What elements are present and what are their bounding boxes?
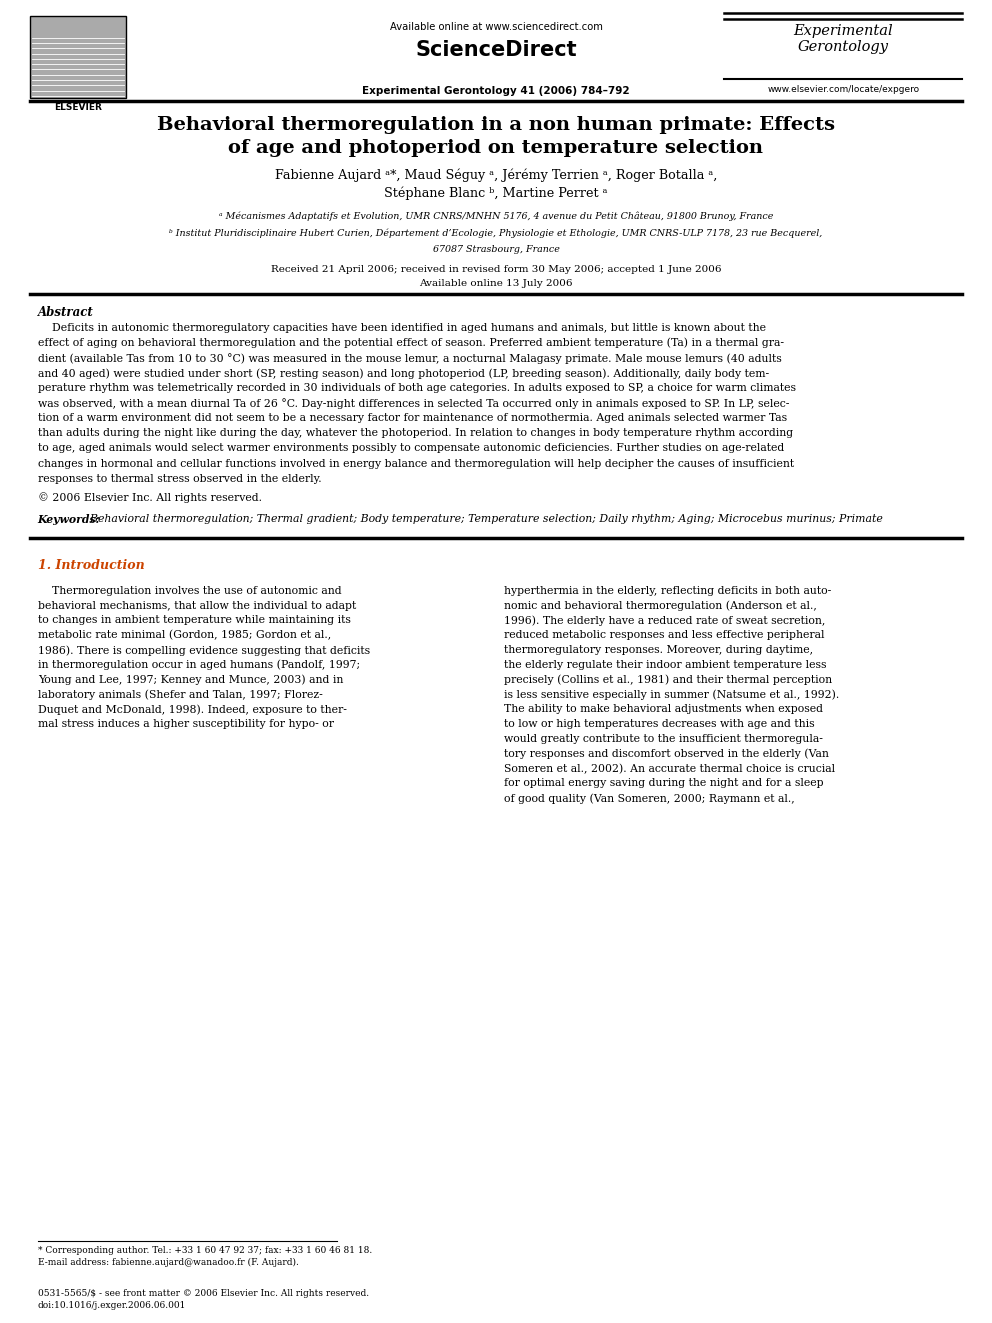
Text: would greatly contribute to the insufficient thermoregula-: would greatly contribute to the insuffic… (504, 734, 822, 744)
Text: to low or high temperatures decreases with age and this: to low or high temperatures decreases wi… (504, 720, 814, 729)
Text: tion of a warm environment did not seem to be a necessary factor for maintenance: tion of a warm environment did not seem … (38, 413, 787, 423)
Text: Thermoregulation involves the use of autonomic and: Thermoregulation involves the use of aut… (38, 586, 341, 595)
Text: to changes in ambient temperature while maintaining its: to changes in ambient temperature while … (38, 615, 350, 626)
Text: 1986). There is compelling evidence suggesting that deficits: 1986). There is compelling evidence sugg… (38, 646, 370, 656)
Text: responses to thermal stress observed in the elderly.: responses to thermal stress observed in … (38, 474, 321, 484)
Text: Available online at www.sciencedirect.com: Available online at www.sciencedirect.co… (390, 22, 602, 33)
Text: doi:10.1016/j.exger.2006.06.001: doi:10.1016/j.exger.2006.06.001 (38, 1301, 186, 1310)
Text: Behavioral thermoregulation; Thermal gradient; Body temperature; Temperature sel: Behavioral thermoregulation; Thermal gra… (83, 515, 883, 524)
Text: dient (available Tas from 10 to 30 °C) was measured in the mouse lemur, a noctur: dient (available Tas from 10 to 30 °C) w… (38, 353, 782, 364)
Text: tory responses and discomfort observed in the elderly (Van: tory responses and discomfort observed i… (504, 749, 828, 759)
Text: behavioral mechanisms, that allow the individual to adapt: behavioral mechanisms, that allow the in… (38, 601, 356, 611)
Text: of age and photoperiod on temperature selection: of age and photoperiod on temperature se… (228, 139, 764, 157)
Text: laboratory animals (Shefer and Talan, 1997; Florez-: laboratory animals (Shefer and Talan, 19… (38, 689, 322, 700)
Text: ScienceDirect: ScienceDirect (416, 40, 576, 60)
Text: of good quality (Van Someren, 2000; Raymann et al.,: of good quality (Van Someren, 2000; Raym… (504, 794, 795, 804)
Text: Deficits in autonomic thermoregulatory capacities have been identified in aged h: Deficits in autonomic thermoregulatory c… (38, 323, 766, 333)
Text: nomic and behavioral thermoregulation (Anderson et al.,: nomic and behavioral thermoregulation (A… (504, 601, 816, 611)
Text: and 40 aged) were studied under short (SP, resting season) and long photoperiod : and 40 aged) were studied under short (S… (38, 368, 769, 378)
Text: metabolic rate minimal (Gordon, 1985; Gordon et al.,: metabolic rate minimal (Gordon, 1985; Go… (38, 630, 331, 640)
Text: thermoregulatory responses. Moreover, during daytime,: thermoregulatory responses. Moreover, du… (504, 646, 813, 655)
Text: Received 21 April 2006; received in revised form 30 May 2006; accepted 1 June 20: Received 21 April 2006; received in revi… (271, 265, 721, 274)
Text: for optimal energy saving during the night and for a sleep: for optimal energy saving during the nig… (504, 778, 823, 789)
Text: Experimental
Gerontology: Experimental Gerontology (794, 24, 893, 54)
Text: Someren et al., 2002). An accurate thermal choice is crucial: Someren et al., 2002). An accurate therm… (504, 763, 835, 774)
Text: © 2006 Elsevier Inc. All rights reserved.: © 2006 Elsevier Inc. All rights reserved… (38, 492, 262, 504)
Text: perature rhythm was telemetrically recorded in 30 individuals of both age catego: perature rhythm was telemetrically recor… (38, 384, 796, 393)
Text: Experimental Gerontology 41 (2006) 784–792: Experimental Gerontology 41 (2006) 784–7… (362, 86, 630, 97)
Text: Stéphane Blanc ᵇ, Martine Perret ᵃ: Stéphane Blanc ᵇ, Martine Perret ᵃ (384, 187, 608, 200)
Text: Keywords:: Keywords: (38, 515, 100, 525)
Text: Available online 13 July 2006: Available online 13 July 2006 (420, 279, 572, 288)
Text: reduced metabolic responses and less effective peripheral: reduced metabolic responses and less eff… (504, 630, 824, 640)
Text: ᵃ Mécanismes Adaptatifs et Evolution, UMR CNRS/MNHN 5176, 4 avenue du Petit Chât: ᵃ Mécanismes Adaptatifs et Evolution, UM… (219, 212, 773, 221)
Text: to age, aged animals would select warmer environments possibly to compensate aut: to age, aged animals would select warmer… (38, 443, 784, 454)
Text: 1. Introduction: 1. Introduction (38, 560, 145, 573)
Text: Duquet and McDonald, 1998). Indeed, exposure to ther-: Duquet and McDonald, 1998). Indeed, expo… (38, 704, 346, 714)
Text: hyperthermia in the elderly, reflecting deficits in both auto-: hyperthermia in the elderly, reflecting … (504, 586, 831, 595)
Text: in thermoregulation occur in aged humans (Pandolf, 1997;: in thermoregulation occur in aged humans… (38, 660, 360, 671)
Text: was observed, with a mean diurnal Ta of 26 °C. Day-night differences in selected: was observed, with a mean diurnal Ta of … (38, 398, 789, 409)
Text: the elderly regulate their indoor ambient temperature less: the elderly regulate their indoor ambien… (504, 660, 826, 669)
Text: Young and Lee, 1997; Kenney and Munce, 2003) and in: Young and Lee, 1997; Kenney and Munce, 2… (38, 675, 343, 685)
Text: effect of aging on behavioral thermoregulation and the potential effect of seaso: effect of aging on behavioral thermoregu… (38, 337, 784, 348)
Text: mal stress induces a higher susceptibility for hypo- or: mal stress induces a higher susceptibili… (38, 720, 333, 729)
Text: ᵇ Institut Pluridisciplinaire Hubert Curien, Département d’Ecologie, Physiologie: ᵇ Institut Pluridisciplinaire Hubert Cur… (170, 229, 822, 238)
Text: 0531-5565/$ - see front matter © 2006 Elsevier Inc. All rights reserved.: 0531-5565/$ - see front matter © 2006 El… (38, 1289, 369, 1298)
Text: is less sensitive especially in summer (Natsume et al., 1992).: is less sensitive especially in summer (… (504, 689, 839, 700)
Text: * Corresponding author. Tel.: +33 1 60 47 92 37; fax: +33 1 60 46 81 18.: * Corresponding author. Tel.: +33 1 60 4… (38, 1246, 372, 1256)
Text: ELSEVIER: ELSEVIER (55, 103, 102, 112)
Text: Abstract: Abstract (38, 306, 93, 319)
Text: E-mail address: fabienne.aujard@wanadoo.fr (F. Aujard).: E-mail address: fabienne.aujard@wanadoo.… (38, 1258, 299, 1267)
Text: precisely (Collins et al., 1981) and their thermal perception: precisely (Collins et al., 1981) and the… (504, 675, 832, 685)
Text: 1996). The elderly have a reduced rate of sweat secretion,: 1996). The elderly have a reduced rate o… (504, 615, 825, 626)
Text: www.elsevier.com/locate/expgero: www.elsevier.com/locate/expgero (767, 85, 920, 94)
Text: Behavioral thermoregulation in a non human primate: Effects: Behavioral thermoregulation in a non hum… (157, 116, 835, 135)
Text: The ability to make behavioral adjustments when exposed: The ability to make behavioral adjustmen… (504, 704, 823, 714)
Text: changes in hormonal and cellular functions involved in energy balance and thermo: changes in hormonal and cellular functio… (38, 459, 794, 468)
Text: Fabienne Aujard ᵃ*, Maud Séguy ᵃ, Jérémy Terrien ᵃ, Roger Botalla ᵃ,: Fabienne Aujard ᵃ*, Maud Séguy ᵃ, Jérémy… (275, 168, 717, 181)
Text: 67087 Strasbourg, France: 67087 Strasbourg, France (433, 245, 559, 254)
Text: than adults during the night like during the day, whatever the photoperiod. In r: than adults during the night like during… (38, 429, 793, 438)
